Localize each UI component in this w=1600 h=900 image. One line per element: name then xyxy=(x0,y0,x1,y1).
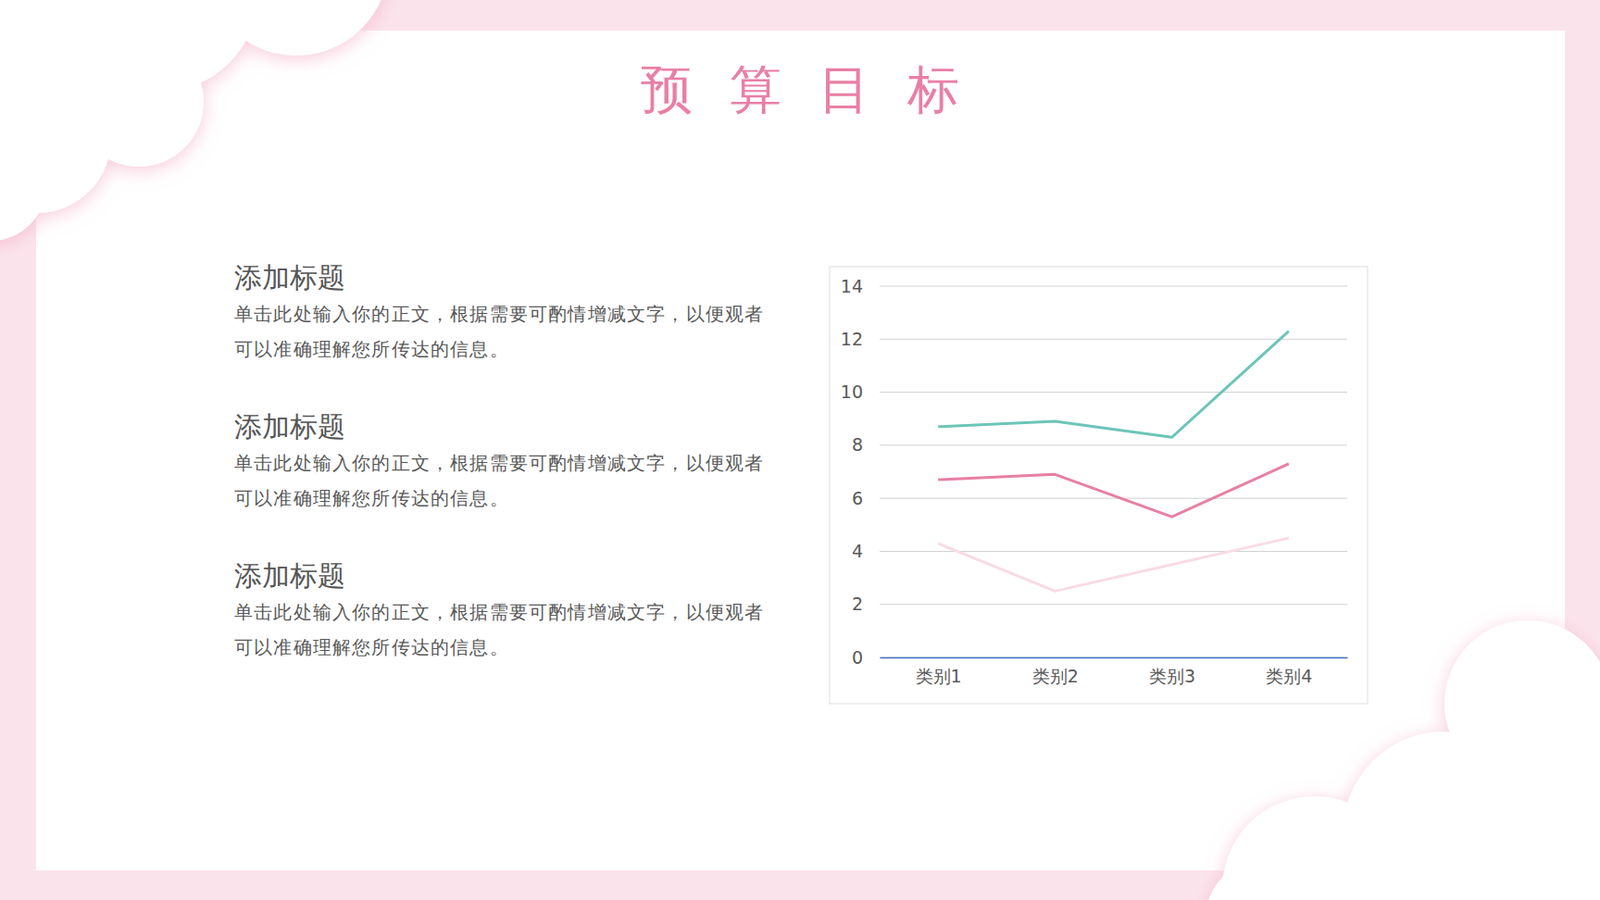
x-tick-label: 类别4 xyxy=(1265,665,1313,687)
section-body: 可以准确理解您所传达的信息。 xyxy=(234,331,809,367)
grid-line xyxy=(879,657,1348,659)
y-tick-label: 8 xyxy=(851,434,863,455)
section-body: 可以准确理解您所传达的信息。 xyxy=(234,480,809,516)
x-tick: 类别3 xyxy=(1149,657,1196,687)
section: 添加标题单击此处输入你的正文，根据需要可酌情增减文字，以便观者可以准确理解您所传… xyxy=(234,259,809,367)
y-tick: 4 xyxy=(851,540,880,562)
cloud-top-left xyxy=(0,0,389,241)
y-tick: 10 xyxy=(840,381,880,402)
x-axis: 类别1 类别2 类别3 类别4 xyxy=(880,657,1349,687)
lines xyxy=(937,331,1289,592)
x-tick-label: 类别1 xyxy=(915,665,963,687)
cloud xyxy=(203,0,389,56)
cloud-bottom-right xyxy=(1203,620,1600,900)
grid-line xyxy=(879,550,1348,552)
section: 添加标题单击此处输入你的正文，根据需要可酌情增减文字，以便观者可以准确理解您所传… xyxy=(234,408,809,516)
x-axis-line xyxy=(880,657,1349,660)
y-axis: 0 2 4 6 8 10 12 14 xyxy=(840,275,880,668)
cloud xyxy=(1462,777,1600,900)
section-heading: 添加标题 xyxy=(234,557,809,595)
section: 添加标题单击此处输入你的正文，根据需要可酌情增减文字，以便观者可以准确理解您所传… xyxy=(234,557,809,665)
section-body: 单击此处输入你的正文，根据需要可酌情增减文字，以便观者 xyxy=(234,445,809,481)
y-tick-label: 10 xyxy=(840,381,863,402)
y-tick: 8 xyxy=(851,434,880,455)
y-tick: 2 xyxy=(851,593,880,614)
y-tick: 14 xyxy=(840,275,880,297)
grid-line xyxy=(879,391,1348,393)
series-line xyxy=(937,463,1289,517)
cloud xyxy=(1203,851,1352,900)
section-body: 可以准确理解您所传达的信息。 xyxy=(234,629,809,665)
x-tick: 类别4 xyxy=(1265,657,1313,687)
x-tick-label: 类别2 xyxy=(1032,665,1079,687)
grid-line xyxy=(879,338,1348,340)
y-tick: 12 xyxy=(840,328,880,350)
series-line xyxy=(937,537,1289,591)
section-heading: 添加标题 xyxy=(234,408,809,446)
panel xyxy=(36,30,1565,871)
x-tick-label: 类别3 xyxy=(1149,665,1196,687)
y-tick: 6 xyxy=(851,487,880,509)
grid xyxy=(879,286,1348,658)
y-tick-label: 6 xyxy=(851,487,863,509)
chart-frame xyxy=(829,266,1368,704)
grid-line xyxy=(879,286,1348,288)
section-body: 单击此处输入你的正文，根据需要可酌情增减文字，以便观者 xyxy=(234,296,809,332)
series-line xyxy=(937,331,1289,438)
cloud xyxy=(0,129,47,241)
section-heading: 添加标题 xyxy=(234,259,809,297)
grid-line xyxy=(879,498,1348,500)
background xyxy=(0,0,1600,900)
y-tick-label: 12 xyxy=(840,328,863,350)
cloud xyxy=(1444,620,1600,788)
title: 预算目标 xyxy=(0,57,1600,123)
grid-line xyxy=(879,444,1348,446)
cloud xyxy=(74,37,204,167)
y-tick: 0 xyxy=(851,647,880,668)
y-tick-label: 2 xyxy=(851,593,863,614)
y-tick-label: 0 xyxy=(851,647,863,668)
grid-line xyxy=(879,603,1348,605)
y-tick-label: 4 xyxy=(851,540,863,562)
y-tick-label: 14 xyxy=(840,275,863,297)
section-body: 单击此处输入你的正文，根据需要可酌情增减文字，以便观者 xyxy=(234,594,809,630)
chart: 0 2 4 6 8 10 12 14 类别1 类别2 类别3 类别4 xyxy=(0,0,1600,900)
x-tick: 类别2 xyxy=(1032,657,1079,687)
x-tick: 类别1 xyxy=(915,657,963,687)
